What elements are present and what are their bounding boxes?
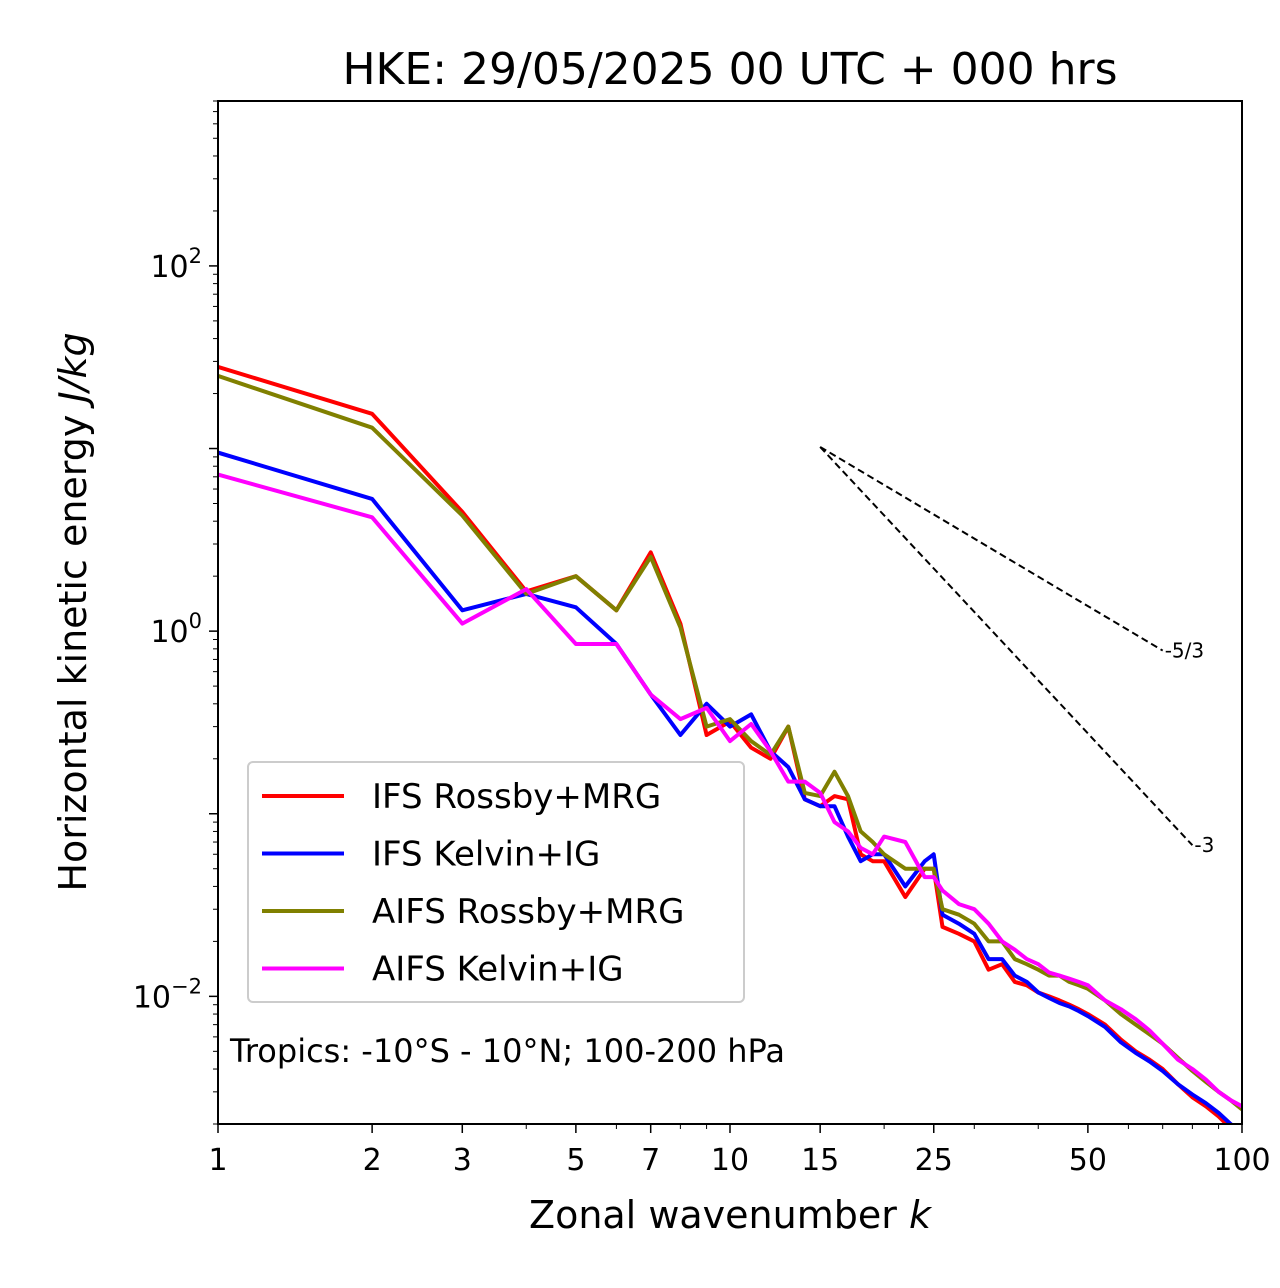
x-tick-label: 25 bbox=[915, 1143, 953, 1178]
x-axis-ticks: 1 2 3 5 7 10 15 25 50 100 bbox=[208, 1124, 1271, 1178]
slope-label: -5/3 bbox=[1165, 639, 1204, 663]
x-tick-label: 100 bbox=[1213, 1143, 1270, 1178]
x-tick-label: 1 bbox=[208, 1143, 227, 1178]
x-tick-label: 7 bbox=[641, 1143, 660, 1178]
legend-label: AIFS Rossby+MRG bbox=[372, 892, 684, 932]
y-tick-label: 102 bbox=[150, 244, 202, 285]
x-axis-label: Zonal wavenumber k bbox=[529, 1193, 933, 1237]
slope-label: -3 bbox=[1194, 833, 1214, 857]
series-lines bbox=[218, 364, 1242, 1124]
slope-line bbox=[819, 446, 1164, 652]
y-axis-ticks: 102 100 10−2 bbox=[133, 100, 218, 1125]
x-tick-label: 5 bbox=[566, 1143, 585, 1178]
series-line bbox=[218, 450, 1234, 1124]
legend-label: IFS Kelvin+IG bbox=[372, 835, 600, 875]
legend-box bbox=[247, 761, 745, 1003]
legend-label: IFS Rossby+MRG bbox=[372, 777, 661, 817]
series-line bbox=[218, 472, 1242, 1109]
x-tick-label: 10 bbox=[711, 1143, 749, 1178]
y-tick-label: 100 bbox=[150, 609, 202, 650]
x-tick-label: 50 bbox=[1069, 1143, 1107, 1178]
region-annotation: Tropics: -10°S - 10°N; 100-200 hPa bbox=[229, 1032, 785, 1070]
x-tick-label: 3 bbox=[453, 1143, 472, 1178]
legend-label: AIFS Kelvin+IG bbox=[372, 950, 624, 990]
y-tick-label: 10−2 bbox=[133, 974, 202, 1015]
x-tick-label: 15 bbox=[801, 1143, 839, 1178]
chart-title: HKE: 29/05/2025 00 UTC + 000 hrs bbox=[342, 44, 1117, 95]
series-line bbox=[218, 374, 1242, 1112]
y-axis-label: Horizontal kinetic energy J/kg bbox=[51, 332, 95, 891]
x-tick-label: 2 bbox=[363, 1143, 382, 1178]
legend: IFS Rossby+MRG IFS Kelvin+IG AIFS Rossby+M… bbox=[247, 761, 745, 1003]
plot-area: -5/3 -3 bbox=[217, 100, 1243, 1125]
reference-slopes: -5/3 -3 bbox=[819, 446, 1214, 857]
slope-line bbox=[819, 446, 1194, 846]
